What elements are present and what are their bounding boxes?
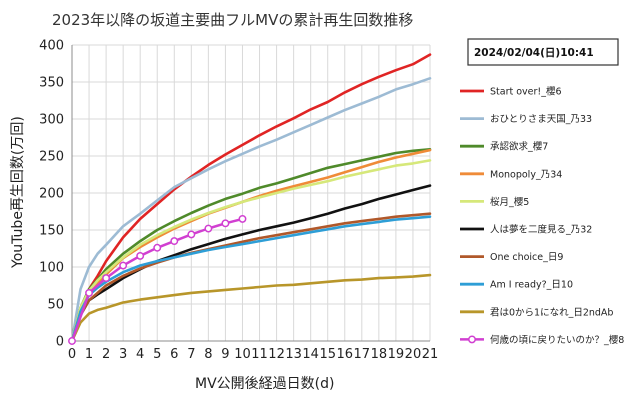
series-line [70,215,432,343]
x-tick-label: 17 [354,347,371,362]
y-tick-label: 300 [39,113,64,128]
legend-label: Monopoly_乃34 [490,169,562,180]
legend-label: 人は夢を二度見る_乃32 [490,224,592,236]
chart-title: 2023年以降の坂道主要曲フルMVの累計再生回数推移 [52,11,413,29]
x-tick-label: 19 [388,347,405,362]
legend-label: 桜月_櫻5 [490,196,529,208]
legend-label: Start over!_櫻6 [490,86,562,98]
series-line [70,77,432,343]
legend-marker [468,335,476,344]
y-tick-label: 350 [39,76,64,91]
data-point [238,214,247,223]
x-axis-label: MV公開後経過日数(d) [195,376,334,392]
x-tick-label: 6 [170,347,178,362]
y-axis-label: YouTube再生回数(万回) [10,116,26,269]
series-lines [68,53,432,345]
legend-label: おひとりさま天国_乃33 [490,114,592,125]
x-tick-label: 15 [319,347,336,362]
x-tick-label: 2 [102,347,110,362]
data-point [136,251,145,260]
x-tick-label: 21 [422,347,439,362]
data-point [221,219,230,228]
y-tick-labels: 0 50 100 150 200 250 300 350 400 [39,39,64,350]
data-point [68,337,76,345]
legend-label: 君は0から1になれ_日2ndAb [490,307,613,318]
series-line [70,184,432,343]
x-tick-label: 10 [234,347,251,362]
y-tick-label: 150 [39,224,64,239]
data-point [119,261,128,270]
y-tick-label: 50 [47,298,64,313]
x-tick-label: 14 [302,347,319,362]
data-point [187,230,196,239]
series-line [70,273,432,343]
data-point [102,274,111,283]
x-tick-label: 20 [405,347,422,362]
x-tick-label: 13 [285,347,302,362]
series-line [70,53,432,343]
data-point [85,288,93,297]
series-line [70,148,432,343]
y-tick-label: 400 [39,39,64,54]
x-tick-label: 8 [204,347,212,362]
legend-label: Am I ready?_日10 [490,280,573,291]
x-tick-label: 5 [153,347,161,362]
x-tick-label: 4 [136,347,144,362]
data-point [170,237,179,246]
legend: Start over!_櫻6 おひとりさま天国_乃33 承認欲求_櫻7 Monopol… [460,86,624,346]
x-tick-labels: 0 1 2 3 4 5 6 7 8 9 10 11 12 13 14 15 16 17 18 19 20 21 [68,347,438,362]
x-tick-label: 11 [251,347,268,362]
x-tick-label: 16 [336,347,353,362]
y-tick-label: 100 [39,261,64,276]
grid [71,44,431,342]
series-line [70,159,432,343]
x-tick-label: 12 [268,347,285,362]
legend-label: 承認欲求_櫻7 [490,141,548,153]
legend-label: One choice_日9 [490,252,563,263]
x-tick-label: 18 [371,347,388,362]
series-line [70,212,432,343]
data-point [153,243,162,252]
legend-label: 何歳の頃に戻りたいのか？_櫻8 [490,334,624,346]
x-tick-label: 1 [85,347,93,362]
y-tick-label: 250 [39,150,64,165]
x-tick-label: 3 [119,347,127,362]
y-tick-label: 200 [39,187,64,202]
date-text: 2024/02/04(日)10:41 [474,47,594,59]
x-tick-label: 7 [187,347,195,362]
date-box: 2024/02/04(日)10:41 [467,38,619,66]
x-tick-label: 0 [68,347,76,362]
data-point [204,224,213,233]
series-line [70,148,432,343]
x-tick-label: 9 [221,347,229,362]
y-tick-label: 0 [56,335,64,350]
